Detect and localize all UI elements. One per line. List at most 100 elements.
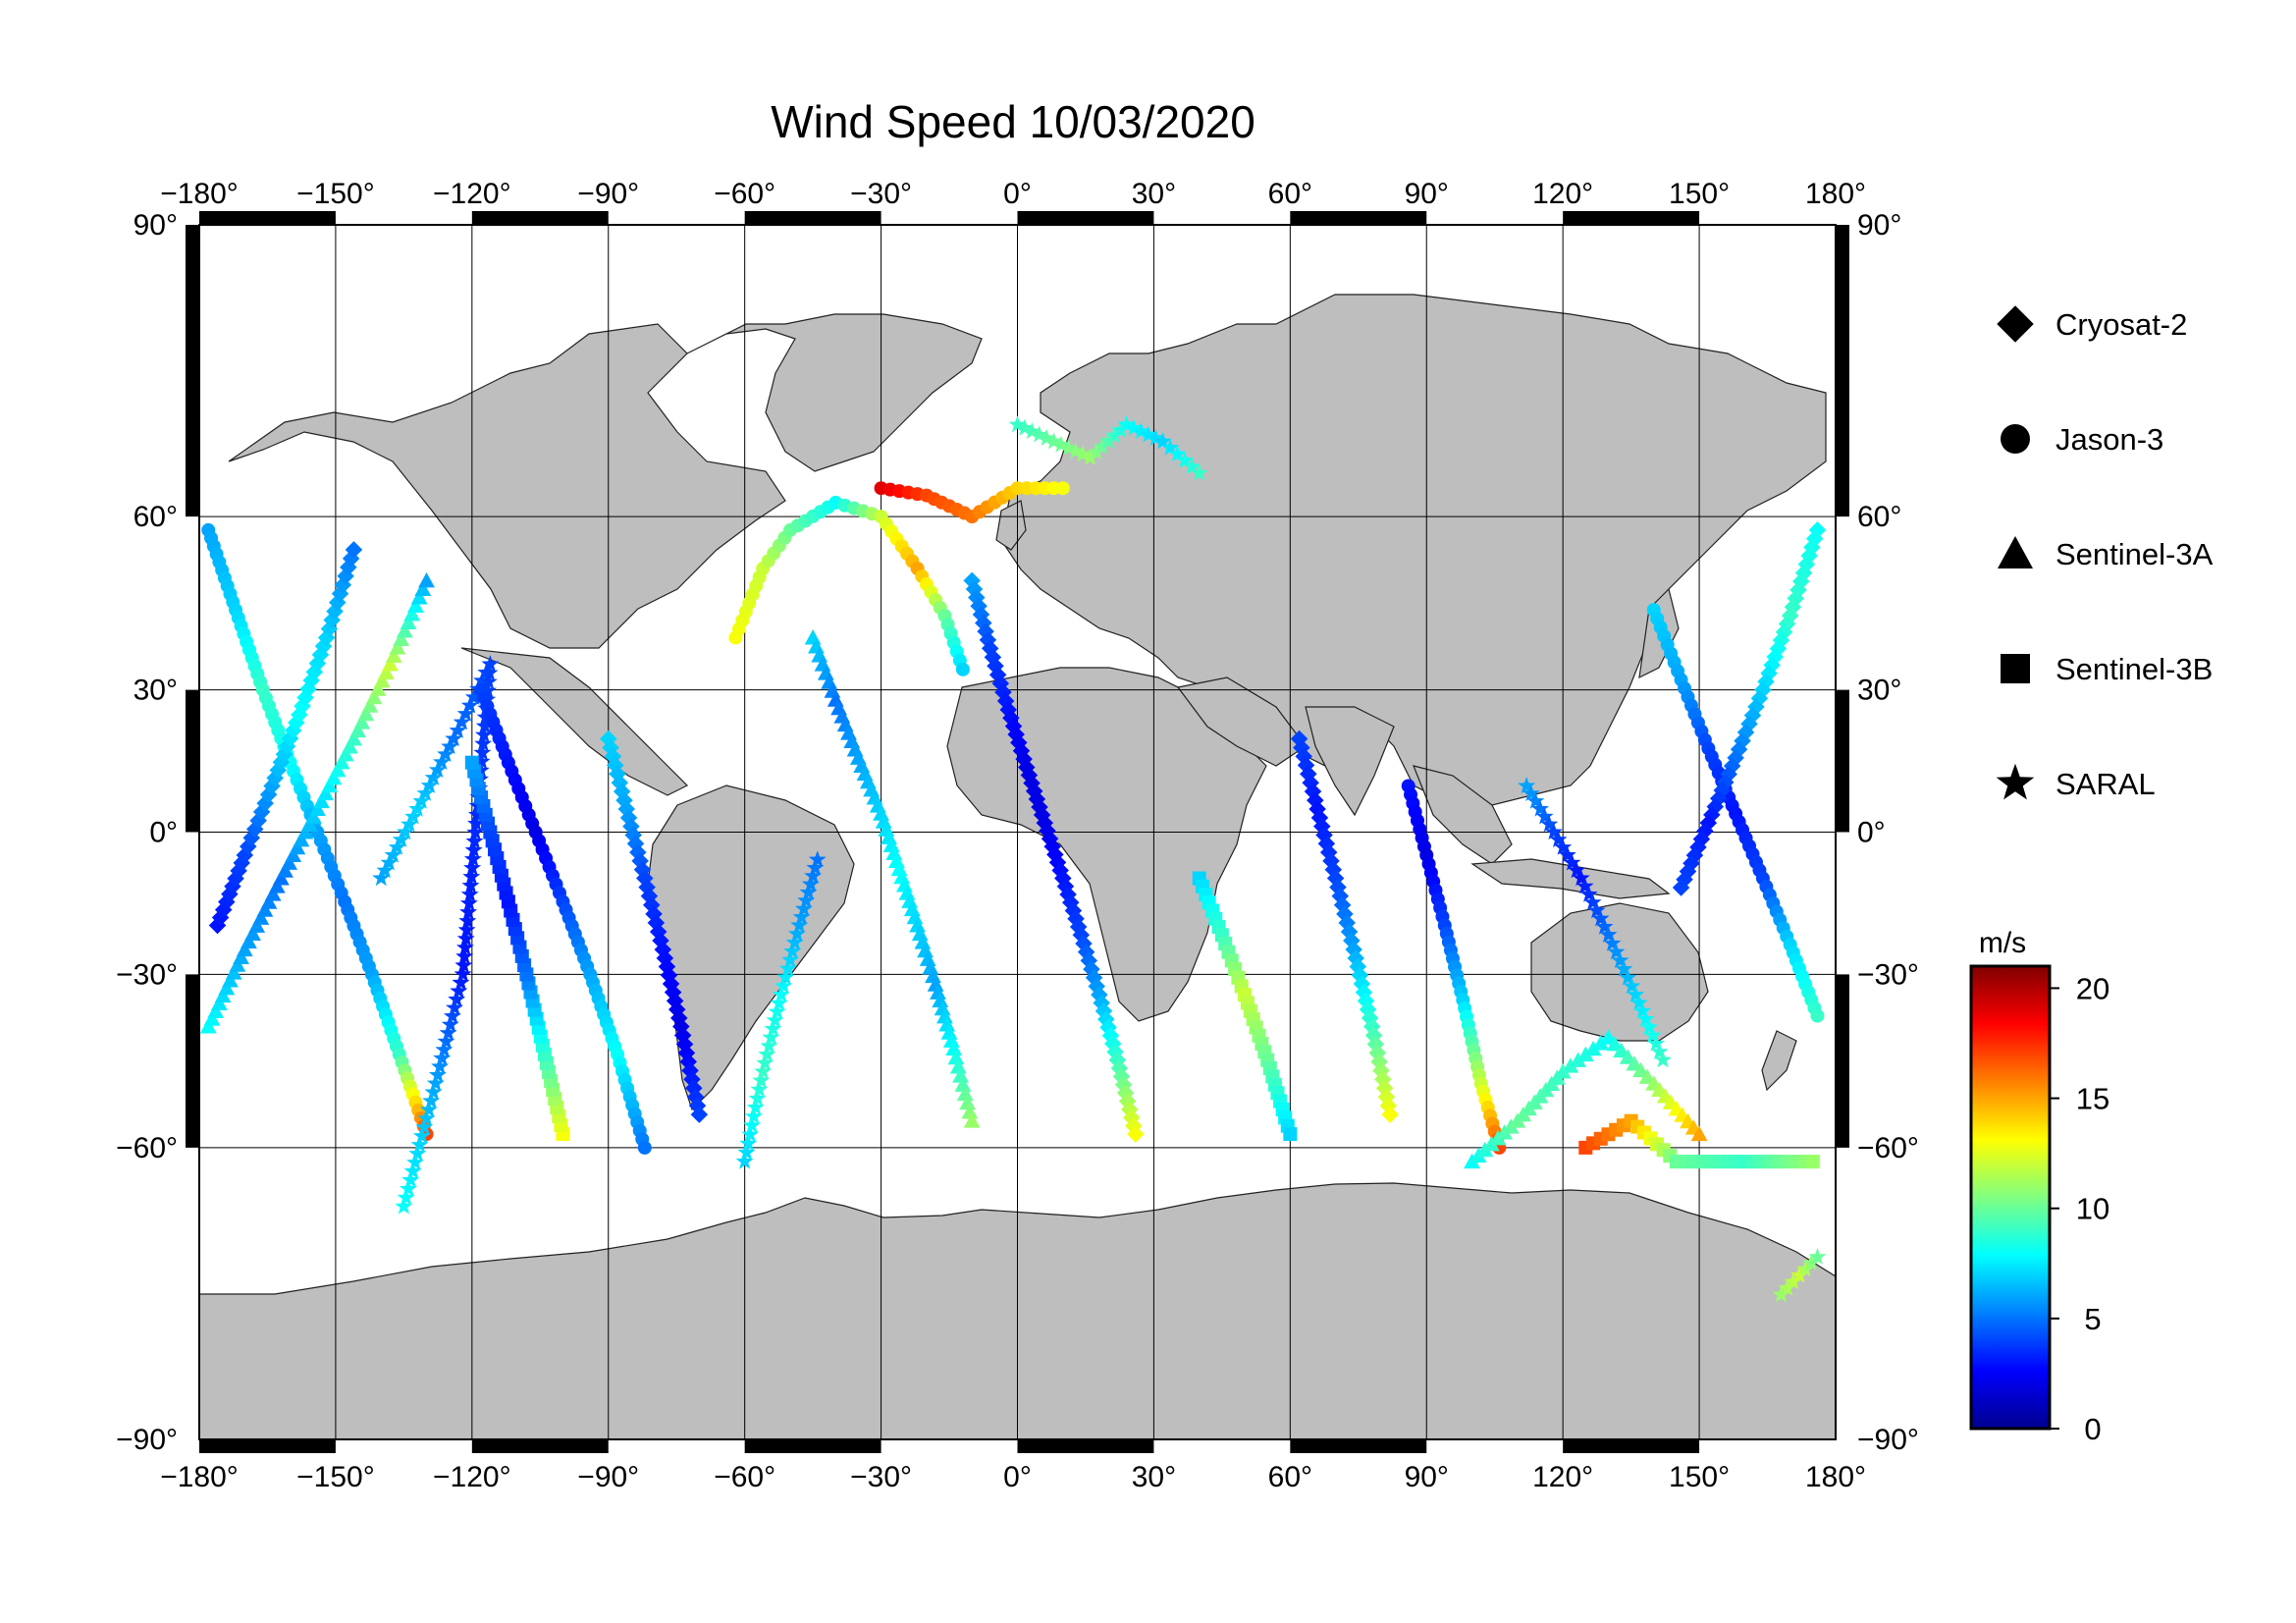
track-point-sentinel-3a <box>293 831 310 847</box>
track-point-sentinel-3a <box>199 1018 217 1034</box>
frame-bar-bottom <box>1290 1439 1427 1453</box>
lat-tick-label-left: 90° <box>133 209 178 242</box>
track-point-saral <box>1540 815 1559 833</box>
legend-marker-sentinel-3a <box>1998 536 2033 568</box>
track-point-saral <box>1603 934 1622 951</box>
track-point-saral <box>1161 438 1180 456</box>
track-point-sentinel-3a <box>289 839 306 855</box>
track-point-saral <box>1611 950 1629 968</box>
track-point-saral <box>419 1101 438 1118</box>
lon-tick-label-top: 150° <box>1669 178 1730 210</box>
track-point-saral <box>1518 777 1536 794</box>
track-point-jason-3 <box>637 1140 652 1155</box>
land-greenland <box>686 313 983 472</box>
frame-bar-top <box>1017 211 1154 225</box>
lat-tick-label-left: 60° <box>133 501 178 533</box>
track-point-saral <box>401 1170 420 1188</box>
lat-tick-label-right: 0° <box>1857 817 1886 849</box>
track-point-saral <box>417 1109 436 1126</box>
track-point-sentinel-3a <box>317 784 335 801</box>
lat-tick-label-left: −30° <box>116 958 178 991</box>
track-point-sentinel-3a <box>1690 1125 1708 1142</box>
lon-tick-label-bottom: −120° <box>433 1461 511 1493</box>
track-point-saral <box>748 1089 767 1107</box>
track-point-saral <box>384 845 402 863</box>
track-point-saral <box>1575 877 1594 894</box>
track-point-saral <box>450 982 468 1000</box>
track-point-sentinel-3a <box>961 1104 979 1119</box>
track-point-sentinel-3a <box>369 680 387 696</box>
track-point-saral <box>1535 807 1554 825</box>
track-point-saral <box>1591 909 1610 927</box>
lon-tick-label-bottom: 180° <box>1805 1461 1866 1493</box>
frame-bar-top <box>199 211 336 225</box>
track-point-sentinel-3a <box>934 1000 951 1016</box>
track-point-sentinel-3a <box>949 1058 967 1074</box>
track-point-saral <box>448 990 466 1007</box>
track-point-saral <box>412 1126 431 1144</box>
track-point-sentinel-3b <box>1283 1127 1298 1142</box>
track-point-saral <box>1643 1026 1662 1044</box>
lon-tick-label-top: −60° <box>714 178 775 210</box>
track-point-saral <box>1190 463 1208 481</box>
track-point-saral <box>760 1036 778 1054</box>
track-point-saral <box>746 1098 765 1115</box>
track-point-saral <box>454 964 472 982</box>
track-point-saral <box>804 866 823 884</box>
track-point-saral <box>437 1032 455 1050</box>
track-point-saral <box>1790 1266 1808 1283</box>
track-point-saral <box>400 1179 417 1197</box>
track-point-saral <box>737 1143 756 1161</box>
track-point-saral <box>1808 1247 1827 1265</box>
track-point-saral <box>806 858 825 876</box>
track-point-saral <box>428 1065 447 1083</box>
track-point-saral <box>415 1117 434 1135</box>
track-point-sentinel-3a <box>214 987 232 1003</box>
lat-tick-label-right: 90° <box>1857 209 1901 242</box>
lon-tick-label-bottom: 60° <box>1268 1461 1312 1493</box>
track-point-sentinel-3a <box>277 862 294 878</box>
track-point-sentinel-3a <box>248 917 266 933</box>
track-point-saral <box>463 858 482 876</box>
frame-bar-right <box>1836 225 1849 517</box>
track-point-saral <box>756 1054 774 1071</box>
track-point-saral <box>475 717 494 734</box>
colorbar-tick-label: 10 <box>2076 1192 2109 1226</box>
track-point-saral <box>772 985 790 1002</box>
track-point-sentinel-3a <box>954 1076 972 1092</box>
legend-marker-saral <box>1996 763 2035 800</box>
satellite-legend: Cryosat-2 Jason-3 Sentinel-3A Sentinel-3B SA… <box>1996 305 2214 801</box>
track-point-saral <box>1052 435 1070 453</box>
track-point-saral <box>774 976 792 994</box>
track-point-saral <box>741 1125 760 1143</box>
map-border-ticks <box>186 211 1849 1453</box>
track-point-saral <box>458 911 477 929</box>
track-point-saral <box>1579 885 1598 902</box>
track-point-saral <box>1526 791 1545 809</box>
track-point-saral <box>1132 422 1150 440</box>
lon-tick-label-top: 0° <box>1003 178 1032 210</box>
frame-bar-top <box>1290 211 1427 225</box>
track-point-saral <box>1038 428 1056 446</box>
land-north-america <box>228 323 786 649</box>
track-point-sentinel-3a <box>244 925 261 941</box>
track-point-saral <box>783 942 802 959</box>
track-point-saral <box>744 1107 763 1124</box>
track-point-sentinel-3a <box>1554 1063 1572 1079</box>
track-point-saral <box>1615 959 1633 977</box>
track-point-saral <box>410 1135 429 1153</box>
track-point-saral <box>441 737 459 755</box>
track-point-saral <box>445 730 463 747</box>
track-point-saral <box>1595 917 1614 935</box>
track-point-sentinel-3a <box>285 846 302 863</box>
track-point-saral <box>461 876 480 893</box>
track-point-sentinel-3a <box>210 995 228 1011</box>
track-point-sentinel-3a <box>268 878 286 893</box>
lat-tick-label-right: 30° <box>1857 675 1901 707</box>
track-point-sentinel-3a <box>341 738 358 754</box>
lon-tick-label-bottom: 120° <box>1532 1461 1593 1493</box>
track-point-saral <box>1629 994 1648 1011</box>
lat-tick-label-right: −90° <box>1857 1424 1919 1456</box>
track-point-saral <box>412 791 431 809</box>
track-point-sentinel-3a <box>256 901 274 917</box>
